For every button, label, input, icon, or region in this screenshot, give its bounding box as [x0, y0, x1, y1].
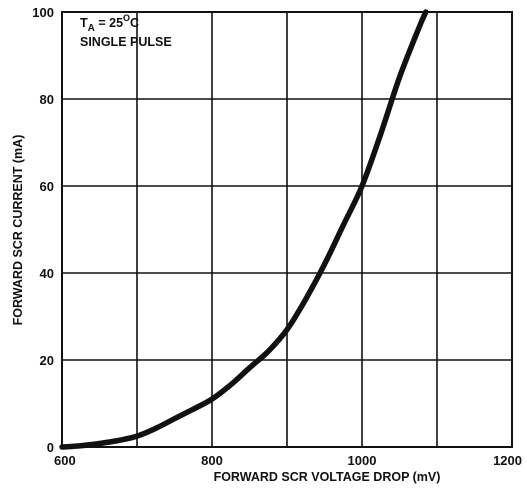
x-tick-label: 600 [54, 453, 76, 468]
y-tick-label: 60 [40, 179, 54, 194]
y-tick-label: 100 [32, 5, 54, 20]
series-line [59, 9, 429, 450]
y-tick-label: 80 [40, 92, 54, 107]
grid [61, 11, 513, 448]
x-axis-label: FORWARD SCR VOLTAGE DROP (mV) [214, 470, 441, 484]
y-axis-label: FORWARD SCR CURRENT (mA) [11, 135, 25, 326]
annotation: TA = 25OC SINGLE PULSE [80, 13, 172, 49]
plot-frame [61, 11, 513, 448]
y-tick-label: 40 [40, 266, 54, 281]
y-tick-label: 0 [47, 440, 54, 455]
x-tick-label: 1200 [493, 453, 522, 468]
x-tick-label: 800 [201, 453, 223, 468]
y-tick-label: 20 [40, 353, 54, 368]
annotation-single-pulse: SINGLE PULSE [80, 35, 172, 49]
tick-labels: 600 800 1000 1200 0 20 40 60 80 100 [32, 5, 522, 468]
annotation-temperature: TA = 25OC [80, 13, 139, 34]
x-tick-label: 1000 [348, 453, 377, 468]
